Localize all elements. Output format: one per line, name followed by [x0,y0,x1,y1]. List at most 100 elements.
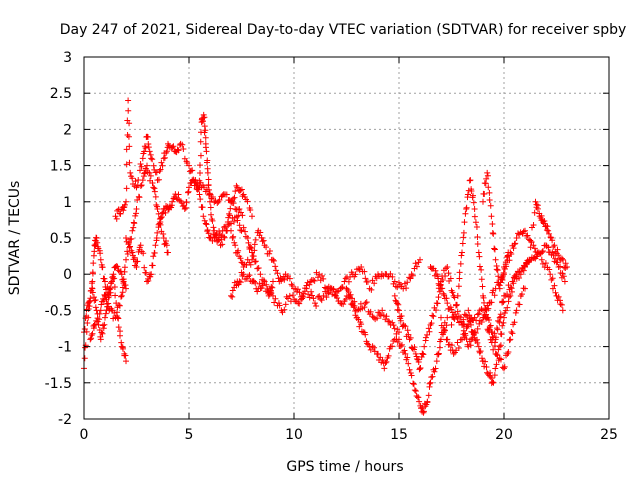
data-point [397,317,404,324]
data-point [468,336,475,343]
data-point [130,224,137,231]
data-point [406,274,413,281]
data-point [102,310,109,317]
data-point [221,234,228,241]
data-point [115,302,122,309]
data-point [113,215,120,222]
data-point [157,166,164,173]
data-point [81,355,88,362]
data-point [504,291,511,298]
data-point [491,245,498,252]
data-point [311,277,318,284]
y-tick-label: 0 [63,267,72,283]
data-point [404,327,411,334]
data-point [263,244,270,251]
data-point [480,198,486,205]
data-point [229,234,236,241]
data-point [310,277,317,284]
data-point [502,307,509,314]
data-point [102,314,108,321]
data-point [554,246,561,253]
data-point [140,250,147,257]
data-point [522,285,528,292]
data-point [484,169,491,176]
data-point [201,217,208,224]
data-point [141,170,148,177]
data-point [478,276,485,283]
data-point [485,327,492,334]
data-point [485,184,492,191]
data-point [489,378,496,385]
data-point [263,281,270,288]
data-point [137,183,144,190]
data-point [527,244,534,251]
data-point [456,269,463,276]
data-point [134,258,141,265]
data-point [507,292,514,299]
data-point [509,330,516,337]
data-point [123,235,129,241]
data-point [245,239,252,246]
data-point [463,204,470,211]
data-point [386,318,393,325]
data-point [431,368,438,375]
data-point [434,300,441,307]
data-point [433,307,440,314]
data-point [86,298,93,305]
data-point [405,360,412,367]
data-point [451,294,458,301]
data-point [163,242,170,249]
data-point [229,293,236,300]
data-point [85,305,92,312]
data-point [442,265,449,272]
data-point [473,223,480,230]
data-point [342,275,349,282]
data-point [415,394,422,401]
data-point [102,292,109,299]
data-point [497,356,504,363]
data-point [527,237,534,244]
data-point [494,267,501,274]
data-point [557,263,564,270]
data-point [210,224,217,231]
data-point [489,220,496,227]
data-point [103,296,110,303]
data-point [454,339,461,346]
data-point [97,250,104,257]
data-point [226,212,233,219]
data-point [215,237,222,244]
data-point [110,275,117,282]
data-point [163,148,170,155]
data-point [538,212,545,219]
data-point [169,198,176,205]
data-point [454,315,461,322]
data-point [251,241,258,248]
data-point [476,253,483,260]
data-point [238,227,245,234]
data-point [444,314,451,321]
x-tick-label: 10 [285,427,303,443]
data-point [501,363,508,370]
data-point [233,213,240,220]
data-point [249,256,255,263]
data-point [260,277,267,284]
data-point [150,162,157,169]
data-point [347,291,354,298]
data-point [506,337,513,344]
data-point [350,304,357,311]
data-point [134,182,141,189]
data-point [205,186,212,193]
data-point [495,317,502,324]
data-point [560,256,567,263]
series-track-e [123,177,276,299]
data-point [468,187,475,194]
data-point [391,325,398,332]
data-point [415,259,422,266]
data-point [101,275,108,282]
data-point [294,286,301,293]
data-point [125,133,132,140]
data-point [489,336,496,343]
data-point [391,292,398,299]
data-point [184,189,191,196]
data-point [89,270,96,277]
